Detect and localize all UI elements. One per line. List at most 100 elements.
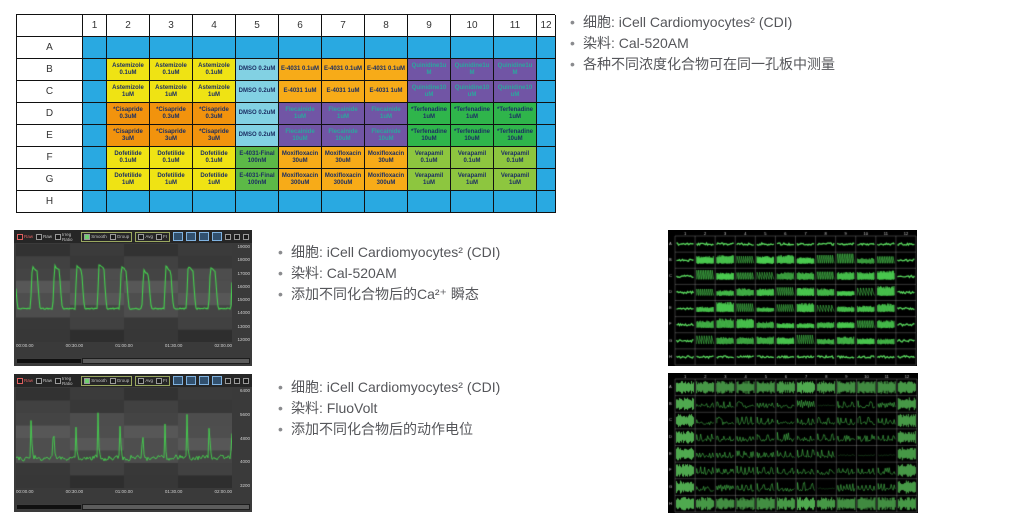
bullet-item: • 各种不同浓度化合物可在同一孔板中测量 <box>570 54 1022 75</box>
layout-button-icon[interactable] <box>173 232 183 241</box>
x-tick-label: 00:00.00 <box>16 489 34 494</box>
plate-col-header: 9 <box>408 15 451 37</box>
layout-button-icon[interactable] <box>199 232 209 241</box>
horizontal-scrollbar[interactable] <box>16 504 250 510</box>
plate-well: Moxifloxacin 300uM <box>322 169 365 191</box>
toolbar-checkbox[interactable]: Irreg Ratio <box>55 232 78 242</box>
plate-well: *Terfenadine 1uM <box>408 103 451 125</box>
toolbar-checkbox[interactable]: Group <box>109 233 129 240</box>
scrollbar-thumb[interactable] <box>82 505 249 509</box>
layout-button-icon[interactable] <box>212 376 222 385</box>
checkbox-icon <box>138 377 145 384</box>
plate-well <box>83 169 107 191</box>
toolbar-checkbox[interactable]: Group <box>109 377 129 384</box>
plate-well <box>322 191 365 213</box>
x-axis-ticks: 00:00.00 00:30.00 01:00.00 01:30.00 02:00.00 <box>16 489 232 494</box>
plate-well: *Cisapride 3uM <box>193 125 236 147</box>
layout-button-icon[interactable] <box>186 232 196 241</box>
plate-well: Dofetilide 1uM <box>193 169 236 191</box>
bullet-block-voltage: • 细胞: iCell Cardiomyocytes² (CDI) • 染料: Flu… <box>278 377 658 440</box>
plate-well: Moxifloxacin 30uM <box>365 147 408 169</box>
toolbar-checkbox[interactable] <box>234 233 240 240</box>
x-tick-label: 00:30.00 <box>65 489 84 494</box>
plate-well: DMSO 0.2uM <box>236 59 279 81</box>
y-tick-label: 14000 <box>237 310 250 316</box>
toolbar-checkbox[interactable]: Raw <box>17 233 33 240</box>
bullet-dot: • <box>570 35 575 51</box>
checkbox-icon <box>225 233 231 240</box>
checkbox-icon <box>234 377 240 384</box>
toolbar-checkbox[interactable]: Raw <box>36 377 52 384</box>
plate-well: Flecainide 10uM <box>279 125 322 147</box>
plate-well: Verapamil 0.1uM <box>408 147 451 169</box>
checkbox-icon <box>234 233 240 240</box>
plate-well <box>193 37 236 59</box>
toolbar-checkbox[interactable]: Smooth <box>84 233 107 240</box>
plate-well: Dofetilide 1uM <box>150 169 193 191</box>
layout-button-icon[interactable] <box>199 376 209 385</box>
horizontal-scrollbar[interactable] <box>16 358 250 364</box>
checkbox-icon <box>55 377 62 384</box>
bullet-block-plate: • 细胞: iCell Cardiomyocytes² (CDI) • 染料: Cal… <box>570 12 1022 75</box>
plate-well <box>193 191 236 213</box>
plate-well <box>408 191 451 213</box>
bullet-text: 添加不同化合物后的Ca²⁺ 瞬态 <box>291 286 479 302</box>
layout-button-icon[interactable] <box>186 376 196 385</box>
plate-well <box>83 147 107 169</box>
layout-button-icon[interactable] <box>212 232 222 241</box>
toolbar-checkbox[interactable]: Raw <box>17 377 33 384</box>
plate-col-header: 3 <box>150 15 193 37</box>
toolbar-checkbox[interactable]: Raw <box>36 233 52 240</box>
bullet-dot: • <box>570 14 575 30</box>
toolbar-checkbox[interactable]: Smooth <box>84 377 107 384</box>
bullet-dot: • <box>278 400 283 416</box>
voltage-trace-panel: Raw Raw Irreg Ratio Smooth Group Avg FI 6400 56… <box>14 374 252 512</box>
plate-well: Moxifloxacin 300uM <box>279 169 322 191</box>
toolbar-checkbox[interactable] <box>243 377 249 384</box>
plate-well: Quinidine1u M <box>408 59 451 81</box>
checkbox-icon <box>17 377 23 384</box>
plate-well <box>537 37 556 59</box>
plate-well: E-4031 1uM <box>279 81 322 103</box>
plate-well: Quinidine10 uM <box>408 81 451 103</box>
toolbar-checkbox[interactable]: FI <box>156 377 167 384</box>
toolbar-checkbox[interactable]: Avg <box>138 377 153 384</box>
plate-well <box>83 191 107 213</box>
bullet-text: 细胞: iCell Cardiomyocytes² (CDI) <box>291 244 501 260</box>
y-tick-label: 13000 <box>237 323 250 329</box>
toolbar-checkbox[interactable]: FI <box>156 233 167 240</box>
toolbar-checkbox[interactable] <box>225 233 231 240</box>
y-axis-ticks: 6400 5600 4800 4000 3200 <box>233 388 251 488</box>
well-grid-voltage-canvas <box>668 373 918 513</box>
plate-well: Flecainide 10uM <box>365 125 408 147</box>
toolbar-checkbox[interactable]: Irreg Ratio <box>55 376 78 386</box>
x-tick-label: 00:30.00 <box>65 343 84 348</box>
plate-col-header: 10 <box>451 15 494 37</box>
bullet-item: • 细胞: iCell Cardiomyocytes² (CDI) <box>278 242 658 263</box>
trace-toolbar: Raw Raw Irreg Ratio Smooth Group Avg FI <box>14 374 252 387</box>
bullet-dot: • <box>278 379 283 395</box>
plate-well <box>537 147 556 169</box>
plate-well <box>365 37 408 59</box>
checkbox-label: Avg <box>145 234 153 239</box>
plate-well: DMSO 0.2uM <box>236 81 279 103</box>
toolbar-checkbox[interactable] <box>243 233 249 240</box>
toolbar-checkbox[interactable]: Avg <box>138 233 153 240</box>
toolbar-checkbox[interactable] <box>225 377 231 384</box>
plate-well: Quinidine10 uM <box>494 81 537 103</box>
toolbar-checkbox[interactable] <box>234 377 240 384</box>
trace-toolbar: Raw Raw Irreg Ratio Smooth Group Avg FI <box>14 230 252 243</box>
plate-well <box>365 191 408 213</box>
plate-well: *Terfenadine 10uM <box>408 125 451 147</box>
bullet-dot: • <box>278 265 283 281</box>
y-tick-label: 3200 <box>239 483 250 488</box>
scrollbar-thumb[interactable] <box>82 359 249 363</box>
plate-row-label: F <box>17 147 83 169</box>
plate-well: Quinidine1u M <box>494 59 537 81</box>
plate-well: E-4031 0.1uM <box>322 59 365 81</box>
plate-row-label: B <box>17 59 83 81</box>
plate-well <box>494 191 537 213</box>
layout-button-icon[interactable] <box>173 376 183 385</box>
plate-well: Dofetilide 0.1uM <box>193 147 236 169</box>
checkbox-icon <box>84 377 91 384</box>
